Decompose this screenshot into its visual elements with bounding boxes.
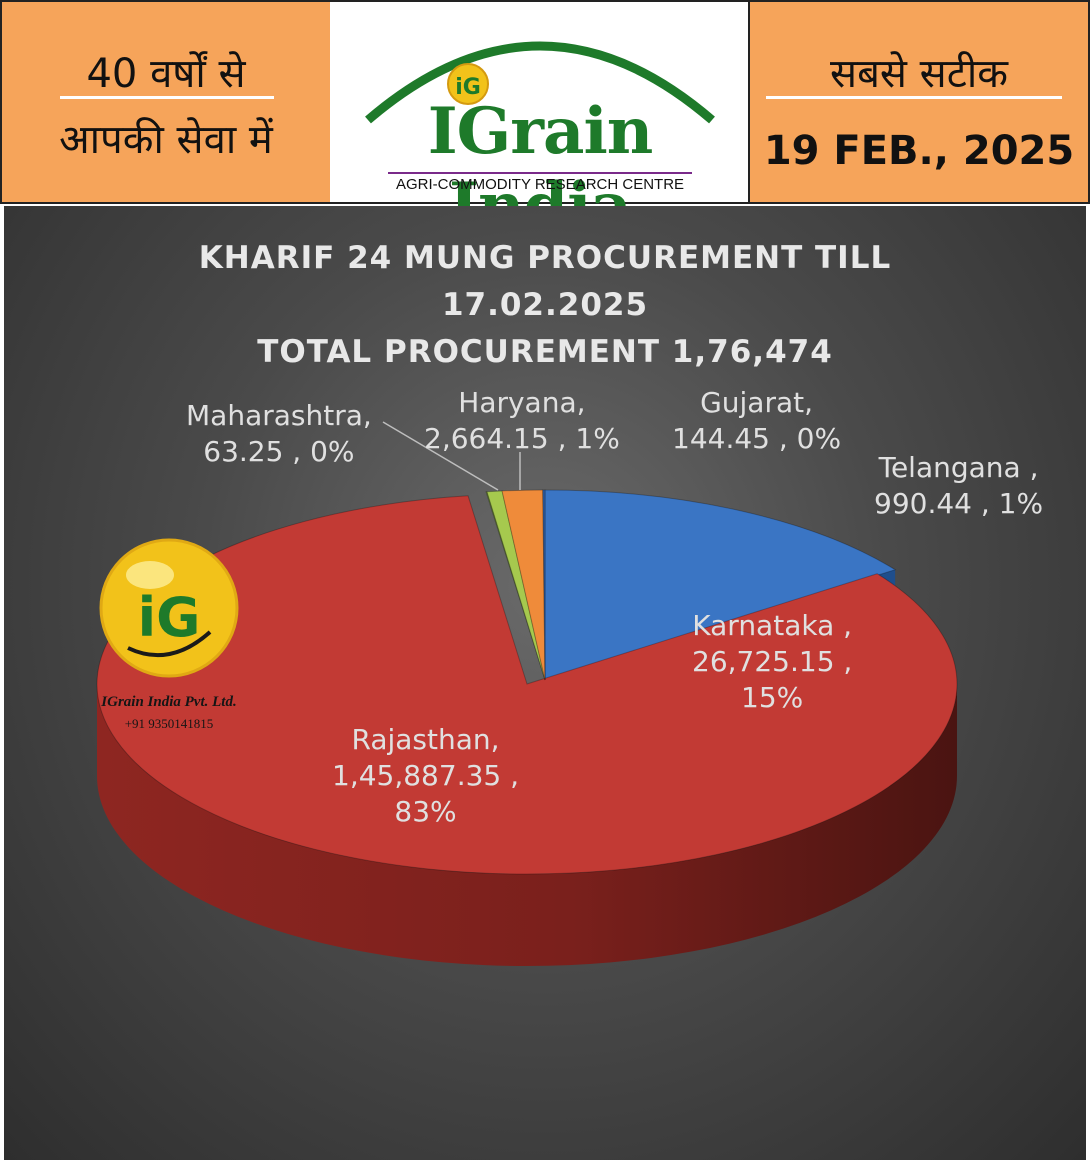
- watermark-phone: +91 9350141815: [124, 716, 214, 731]
- chart-title-line1: KHARIF 24 MUNG PROCUREMENT TILL: [198, 240, 892, 276]
- accuracy-tagline: सबसे सटीक: [830, 51, 1008, 97]
- slice-maharashtra: [485, 491, 546, 681]
- watermark-company: IGrain India Pvt. Ltd.: [101, 694, 237, 710]
- tagline-divider: [60, 96, 274, 99]
- label-karnataka-percent: 15%: [741, 681, 804, 714]
- label-gujarat-value: 144.45 , 0%: [672, 422, 842, 455]
- brand-arc-logo: iG: [365, 41, 715, 124]
- header-left-panel: 40 वर्षों से आपकी सेवा में: [0, 0, 332, 204]
- label-maharashtra-name: Maharashtra,: [186, 399, 372, 432]
- slice-haryana: [501, 489, 546, 681]
- chart-title-line2: 17.02.2025: [441, 287, 649, 323]
- pie-slices: [96, 489, 958, 875]
- label-rajasthan-percent: 83%: [394, 795, 457, 828]
- label-rajasthan: Rajasthan, 1,45,887.35 , 83%: [332, 722, 519, 830]
- slice-gujarat: [542, 489, 546, 681]
- slice-telangana: [486, 490, 546, 681]
- header-right-panel: सबसे सटीक 19 FEB., 2025: [748, 0, 1090, 204]
- label-maharashtra: Maharashtra, 63.25 , 0%: [186, 398, 372, 470]
- label-haryana-value: 2,664.15 , 1%: [424, 422, 620, 455]
- label-telangana: Telangana , 990.44 , 1%: [874, 450, 1043, 522]
- brand-subtitle: AGRI-COMMODITY RESEARCH CENTRE: [388, 172, 692, 196]
- label-telangana-name: Telangana ,: [878, 451, 1039, 484]
- slice-karnataka: [544, 489, 897, 681]
- label-gujarat: Gujarat, 144.45 , 0%: [672, 385, 841, 457]
- tagline-line2: आपकी सेवा में: [59, 117, 273, 163]
- date-divider: [766, 96, 1062, 99]
- label-karnataka: Karnataka , 26,725.15 , 15%: [692, 608, 852, 716]
- label-maharashtra-value: 63.25 , 0%: [203, 435, 355, 468]
- tagline-line1: 40 वर्षों से: [86, 51, 246, 97]
- label-haryana-name: Haryana,: [458, 386, 586, 419]
- label-karnataka-value: 26,725.15 ,: [692, 645, 853, 678]
- label-telangana-value: 990.44 , 1%: [874, 487, 1044, 520]
- label-rajasthan-value: 1,45,887.35 ,: [332, 759, 520, 792]
- label-karnataka-name: Karnataka ,: [692, 609, 853, 642]
- report-date: 19 FEB., 2025: [763, 128, 1075, 174]
- slice-side-rajasthan: [97, 684, 957, 966]
- maharashtra-leader-line: [382, 421, 499, 491]
- header-brand-panel: iG IGrain India AGRI-COMMODITY RESEARCH …: [330, 0, 750, 244]
- chart-title-line3: TOTAL PROCUREMENT 1,76,474: [257, 334, 833, 370]
- label-gujarat-name: Gujarat,: [700, 386, 814, 419]
- label-haryana: Haryana, 2,664.15 , 1%: [424, 385, 620, 457]
- label-rajasthan-name: Rajasthan,: [351, 723, 500, 756]
- brand-logo-text: iG: [455, 75, 481, 100]
